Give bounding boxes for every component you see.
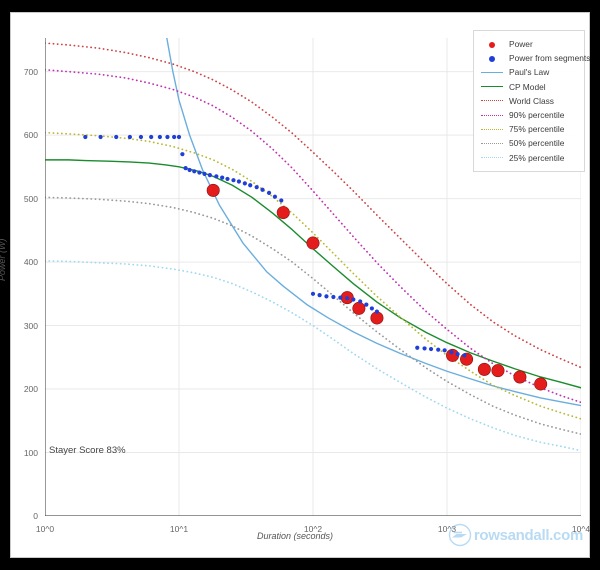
y-tick-label: 500 [23,193,38,204]
legend-key-dot-icon [479,38,505,50]
y-tick-label: 600 [23,130,38,141]
legend-marker [481,71,503,73]
legend-key-line-icon [479,66,505,78]
x-axis-title: Duration (seconds) [257,531,334,541]
legend-key-dotline-icon [479,123,505,135]
y-tick-label: 400 [23,257,38,268]
legend-key-dot-icon [479,52,505,64]
legend-marker [489,41,495,48]
legend-key-dotline-icon [479,109,505,121]
x-tick-label: 10^2 [303,524,323,534]
legend-marker [489,55,495,62]
chart-figure: 0 100 200 300 400 500 600 700 10^0 10^1 10^2 10^3 10… [0,12,590,558]
legend-key-line-icon [479,81,505,93]
legend-marker [481,86,503,88]
legend-label: CP Model [509,81,546,92]
legend-item[interactable]: Paul's Law [479,65,578,79]
watermark-text: rowsandall.com [473,526,583,544]
y-tick-label: 100 [23,447,38,458]
x-tick-label: 10^1 [169,524,189,534]
y-tick-label: 200 [23,384,38,395]
legend-label: Power from segments [509,53,591,64]
legend-label: 75% percentile [509,124,565,135]
chart-legend: Power Power from segments Paul's Law CP Mod… [473,30,590,172]
legend-item[interactable]: 50% percentile [479,136,578,150]
x-tick-label: 10^0 [35,524,55,534]
x-tick-label: 10^4 [571,524,591,534]
legend-key-dotline-icon [479,137,505,149]
legend-marker [481,142,503,144]
legend-item[interactable]: 25% percentile [479,151,578,165]
legend-label: Power [509,39,533,50]
legend-item[interactable]: 90% percentile [479,108,578,122]
y-axis-title: Power (W) [0,238,7,282]
rowing-boat-icon [448,523,472,547]
legend-label: 50% percentile [509,138,565,149]
legend-label: 90% percentile [509,110,565,121]
legend-key-dotline-icon [479,95,505,107]
legend-item[interactable]: 75% percentile [479,122,578,136]
y-tick-label: 0 [33,511,38,521]
legend-marker [481,114,503,116]
legend-label: 25% percentile [509,152,565,163]
x-tick-label: 10^3 [437,524,457,534]
legend-item[interactable]: CP Model [479,80,578,94]
legend-label: World Class [509,95,554,106]
legend-label: Paul's Law [509,67,550,78]
legend-marker [481,100,503,102]
y-tick-label: 700 [23,66,38,77]
legend-item[interactable]: Power [479,37,578,51]
legend-key-dotline-icon [479,152,505,164]
watermark: rowsandall.com [448,523,583,547]
legend-item[interactable]: Power from segments [479,51,590,65]
stayer-score-annotation: Stayer Score 83% [49,445,126,456]
legend-marker [481,128,503,130]
y-tick-label: 300 [23,320,38,331]
legend-marker [481,157,503,159]
legend-item[interactable]: World Class [479,94,578,108]
